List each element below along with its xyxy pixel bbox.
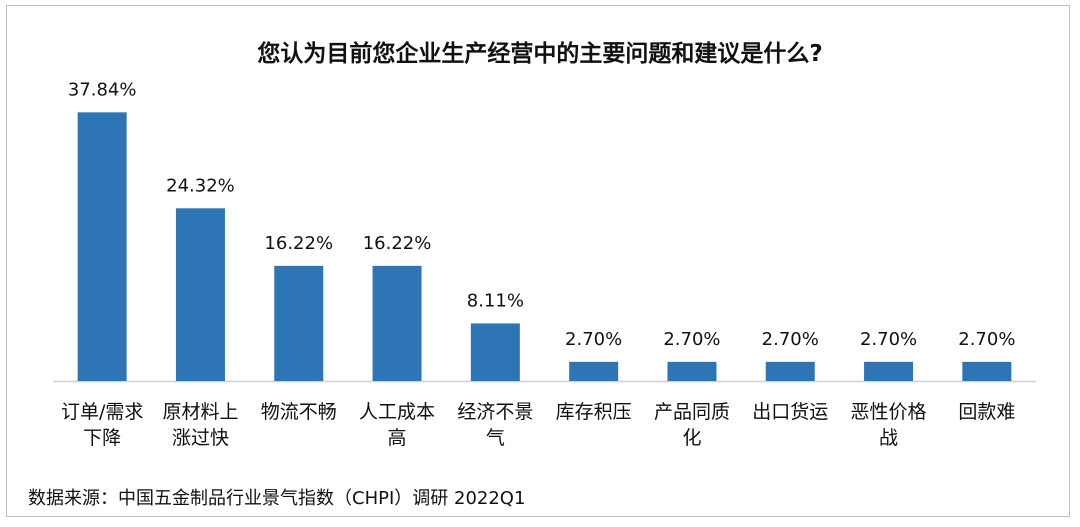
bar-5 xyxy=(569,361,619,381)
data-label-8: 2.70% xyxy=(860,329,917,350)
data-label-4: 8.11% xyxy=(467,290,524,311)
category-label-0: 订单/需求下降 xyxy=(61,401,143,449)
bar-4 xyxy=(470,323,520,381)
category-label-3: 人工成本高 xyxy=(359,401,435,449)
category-label-2: 物流不畅 xyxy=(261,401,337,423)
category-label-4: 经济不景气 xyxy=(457,401,533,449)
data-label-2: 16.22% xyxy=(264,233,333,254)
category-label-9: 回款难 xyxy=(958,401,1015,423)
data-label-6: 2.70% xyxy=(663,329,720,350)
bar-9 xyxy=(962,361,1012,381)
bar-1 xyxy=(175,208,225,381)
bar-3 xyxy=(372,265,422,381)
data-label-3: 16.22% xyxy=(363,233,432,254)
category-label-1: 原材料上涨过快 xyxy=(162,401,238,449)
category-label-6: 产品同质化 xyxy=(654,401,730,449)
bar-2 xyxy=(274,265,324,381)
data-label-7: 2.70% xyxy=(762,329,819,350)
bar-6 xyxy=(667,361,717,381)
chart-title: 您认为目前您企业生产经营中的主要问题和建议是什么? xyxy=(257,41,823,67)
data-label-9: 2.70% xyxy=(958,329,1015,350)
data-label-5: 2.70% xyxy=(565,329,622,350)
data-label-0: 37.84% xyxy=(68,79,137,100)
bar-7 xyxy=(765,361,815,381)
category-label-5: 库存积压 xyxy=(556,401,632,423)
category-label-7: 出口货运 xyxy=(752,401,828,423)
bar-8 xyxy=(864,361,914,381)
chart-source: 数据来源：中国五金制品行业景气指数（CHPI）调研 2022Q1 xyxy=(28,488,526,509)
category-label-8: 恶性价格战 xyxy=(851,401,927,449)
bar-0 xyxy=(77,112,127,381)
data-label-1: 24.32% xyxy=(166,175,235,196)
chart-frame xyxy=(6,5,1070,517)
